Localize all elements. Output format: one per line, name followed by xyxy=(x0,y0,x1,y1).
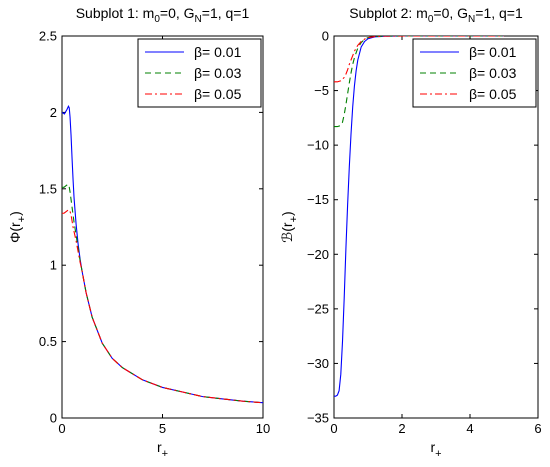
series-line-3 xyxy=(62,209,263,404)
series-line-3 xyxy=(334,36,504,83)
x-axis-label: r+ xyxy=(430,439,441,460)
x-tick-label: 6 xyxy=(534,421,541,436)
y-tick-label: 0 xyxy=(50,411,57,426)
legend-entry-1: β= 0.01 xyxy=(194,44,242,60)
subplot-1: 0 5 10 0 0.5 1 1.5 2 2.5 β= 0.01 β= 0.03 β= 0.05 Sub… xyxy=(7,5,270,460)
legend-entry-3: β= 0.05 xyxy=(194,86,242,102)
legend: β= 0.01 β= 0.03 β= 0.05 xyxy=(137,38,262,108)
title-part: Subplot 2: m xyxy=(349,5,428,21)
series-line-2 xyxy=(334,36,504,128)
x-tick-label: 0 xyxy=(330,421,337,436)
chart-title: Subplot 2: m0=0, GN=1, q=1 xyxy=(349,5,523,25)
y-tick-label: 1 xyxy=(50,258,57,273)
legend-entry-1: β= 0.01 xyxy=(469,44,517,60)
title-part: =0, G xyxy=(160,5,195,21)
x-tick-label: 10 xyxy=(256,421,270,436)
y-axis-label-close: ) xyxy=(7,211,23,216)
x-axis-label-main: r xyxy=(430,439,435,455)
title-subscript: N xyxy=(195,14,202,25)
y-axis-label-subscript: + xyxy=(288,216,300,222)
y-tick-label: 0.5 xyxy=(39,334,57,349)
subplot-2: 0 2 4 6−35−30−25−20−15−10−50β= 0.01β= 0.03β… xyxy=(279,5,542,460)
x-axis-label-subscript: + xyxy=(162,448,168,460)
title-part: =0, G xyxy=(433,5,468,21)
x-tick-label: 2 xyxy=(398,421,405,436)
y-tick-label: 0 xyxy=(322,29,329,44)
y-axis-label-subscript: + xyxy=(16,216,28,222)
y-tick-label: −5 xyxy=(314,83,329,98)
legend-entry-3: β= 0.05 xyxy=(469,86,517,102)
title-subscript: 0 xyxy=(428,14,434,25)
legend: β= 0.01 β= 0.03 β= 0.05 xyxy=(412,38,537,108)
y-tick-label: −35 xyxy=(307,411,329,426)
title-subscript: N xyxy=(468,14,475,25)
y-tick-label: −20 xyxy=(307,247,329,262)
y-tick-label: −25 xyxy=(307,301,329,316)
y-axis-label-main: Φ(r xyxy=(7,222,23,243)
x-axis-label-subscript: + xyxy=(435,448,441,460)
x-tick-label: 5 xyxy=(159,421,166,436)
y-tick-label: 1.5 xyxy=(39,181,57,196)
title-subscript: 0 xyxy=(154,14,160,25)
legend-entry-2: β= 0.03 xyxy=(469,65,517,81)
y-tick-label: −30 xyxy=(307,356,329,371)
y-tick-label: 2.5 xyxy=(39,29,57,44)
legend-entry-2: β= 0.03 xyxy=(194,65,242,81)
y-axis-label: ℬ(r+) xyxy=(279,211,300,242)
title-part: =1, q=1 xyxy=(475,5,523,21)
title-part: =1, q=1 xyxy=(202,5,250,21)
y-axis-label-close: ) xyxy=(279,211,295,216)
y-tick-label: 2 xyxy=(50,105,57,120)
x-axis-label-main: r xyxy=(157,439,162,455)
x-tick-label: 0 xyxy=(58,421,65,436)
y-tick-label: −15 xyxy=(307,192,329,207)
title-part: Subplot 1: m xyxy=(76,5,155,21)
y-axis-label-main: ℬ(r xyxy=(279,222,295,243)
x-tick-label: 4 xyxy=(466,421,473,436)
y-axis-label: Φ(r+) xyxy=(7,211,28,243)
chart-title: Subplot 1: m0=0, GN=1, q=1 xyxy=(76,5,250,25)
y-tick-label: −10 xyxy=(307,138,329,153)
x-axis-label: r+ xyxy=(157,439,168,460)
